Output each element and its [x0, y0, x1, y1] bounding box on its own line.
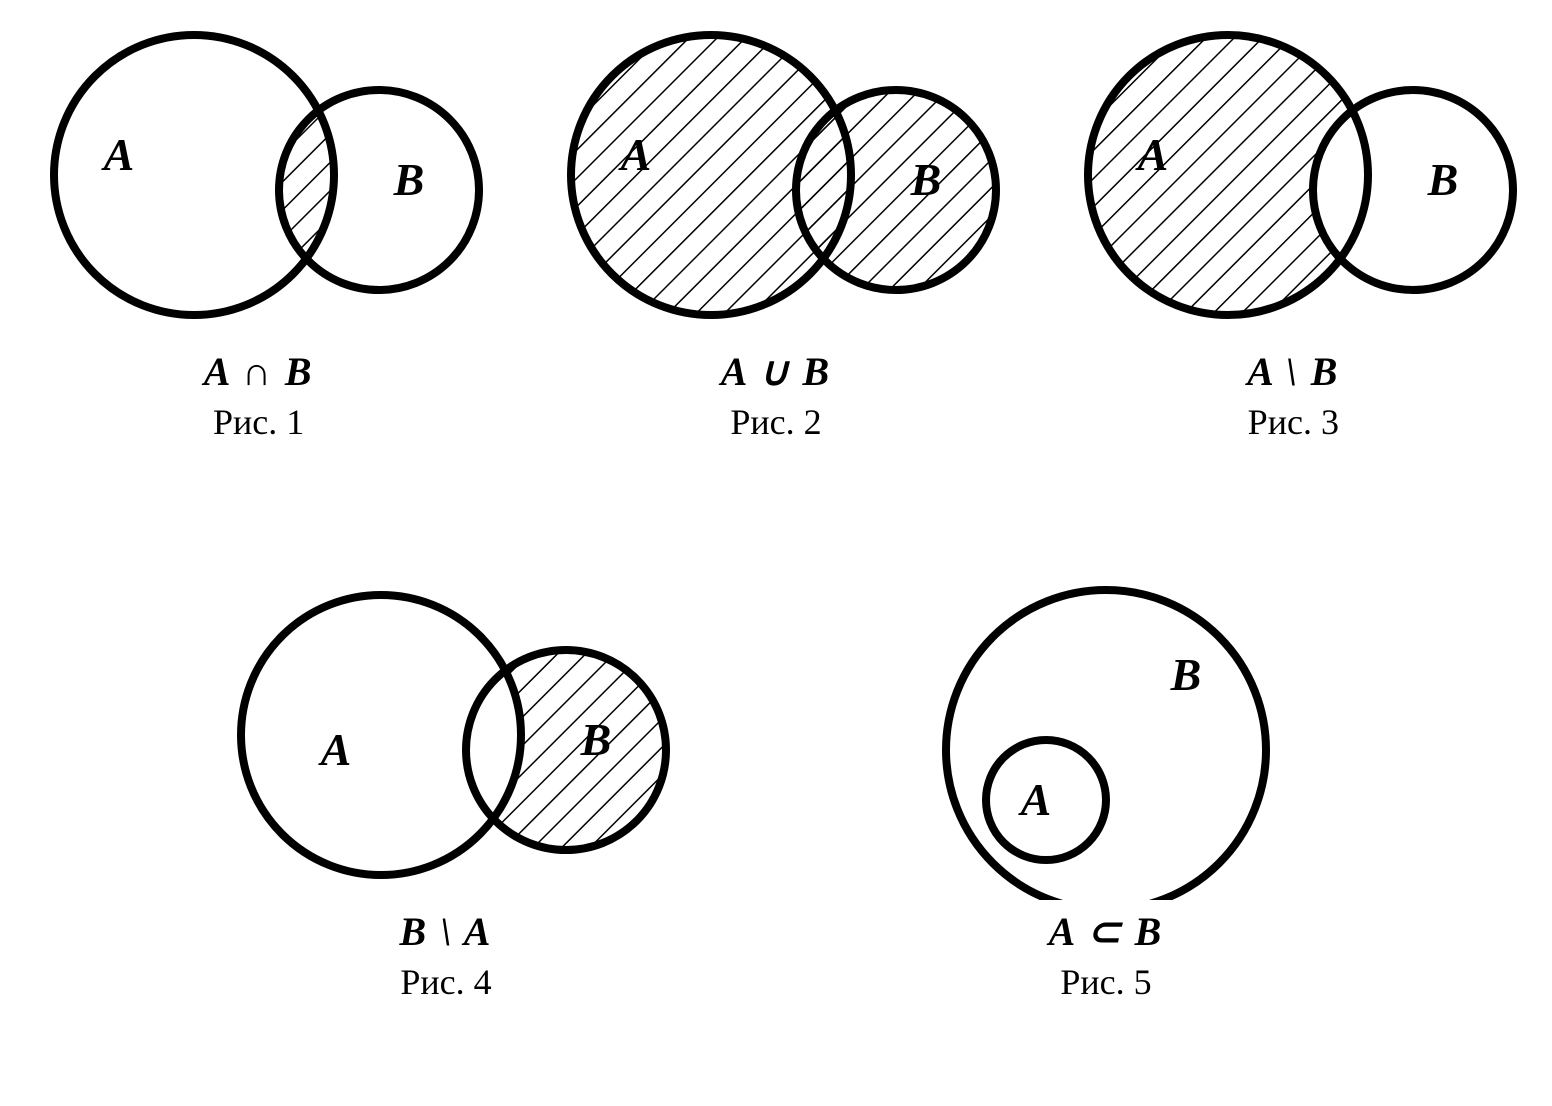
figure-a-minus-b: A B A \ B Рис. 3 — [1063, 10, 1523, 443]
figure-caption: Рис. 5 — [1060, 961, 1151, 1003]
venn-subset: A B — [876, 570, 1336, 900]
venn-a-minus-b: A B — [1063, 10, 1523, 340]
figure-caption: Рис. 3 — [1248, 401, 1339, 443]
figure-caption: Рис. 4 — [400, 961, 491, 1003]
label-b: B — [1170, 649, 1202, 700]
figure-intersection: A B A ∩ B Рис. 1 — [29, 10, 489, 443]
venn-union: A B — [546, 10, 1006, 340]
figure-caption: Рис. 1 — [213, 401, 304, 443]
label-a: A — [1135, 129, 1169, 180]
label-b: B — [1427, 154, 1459, 205]
figure-subset: A B A ⊂ B Рис. 5 — [876, 570, 1336, 1003]
venn-b-minus-a: A B — [216, 570, 676, 900]
label-b: B — [392, 154, 424, 205]
label-a: A — [318, 724, 352, 775]
label-b: B — [910, 154, 942, 205]
figure-b-minus-a: A B B \ A Рис. 4 — [216, 570, 676, 1003]
venn-intersection: A B — [29, 10, 489, 340]
operation-label: A ∪ B — [721, 348, 831, 395]
operation-label: B \ A — [400, 908, 493, 955]
label-b: B — [580, 714, 612, 765]
label-a: A — [618, 129, 652, 180]
figure-caption: Рис. 2 — [730, 401, 821, 443]
figure-union: A B A ∪ B Рис. 2 — [546, 10, 1006, 443]
label-a: A — [100, 129, 134, 180]
operation-label: A ⊂ B — [1049, 908, 1164, 955]
label-a: A — [1018, 774, 1052, 825]
operation-label: A \ B — [1247, 348, 1339, 395]
operation-label: A ∩ B — [204, 348, 314, 395]
